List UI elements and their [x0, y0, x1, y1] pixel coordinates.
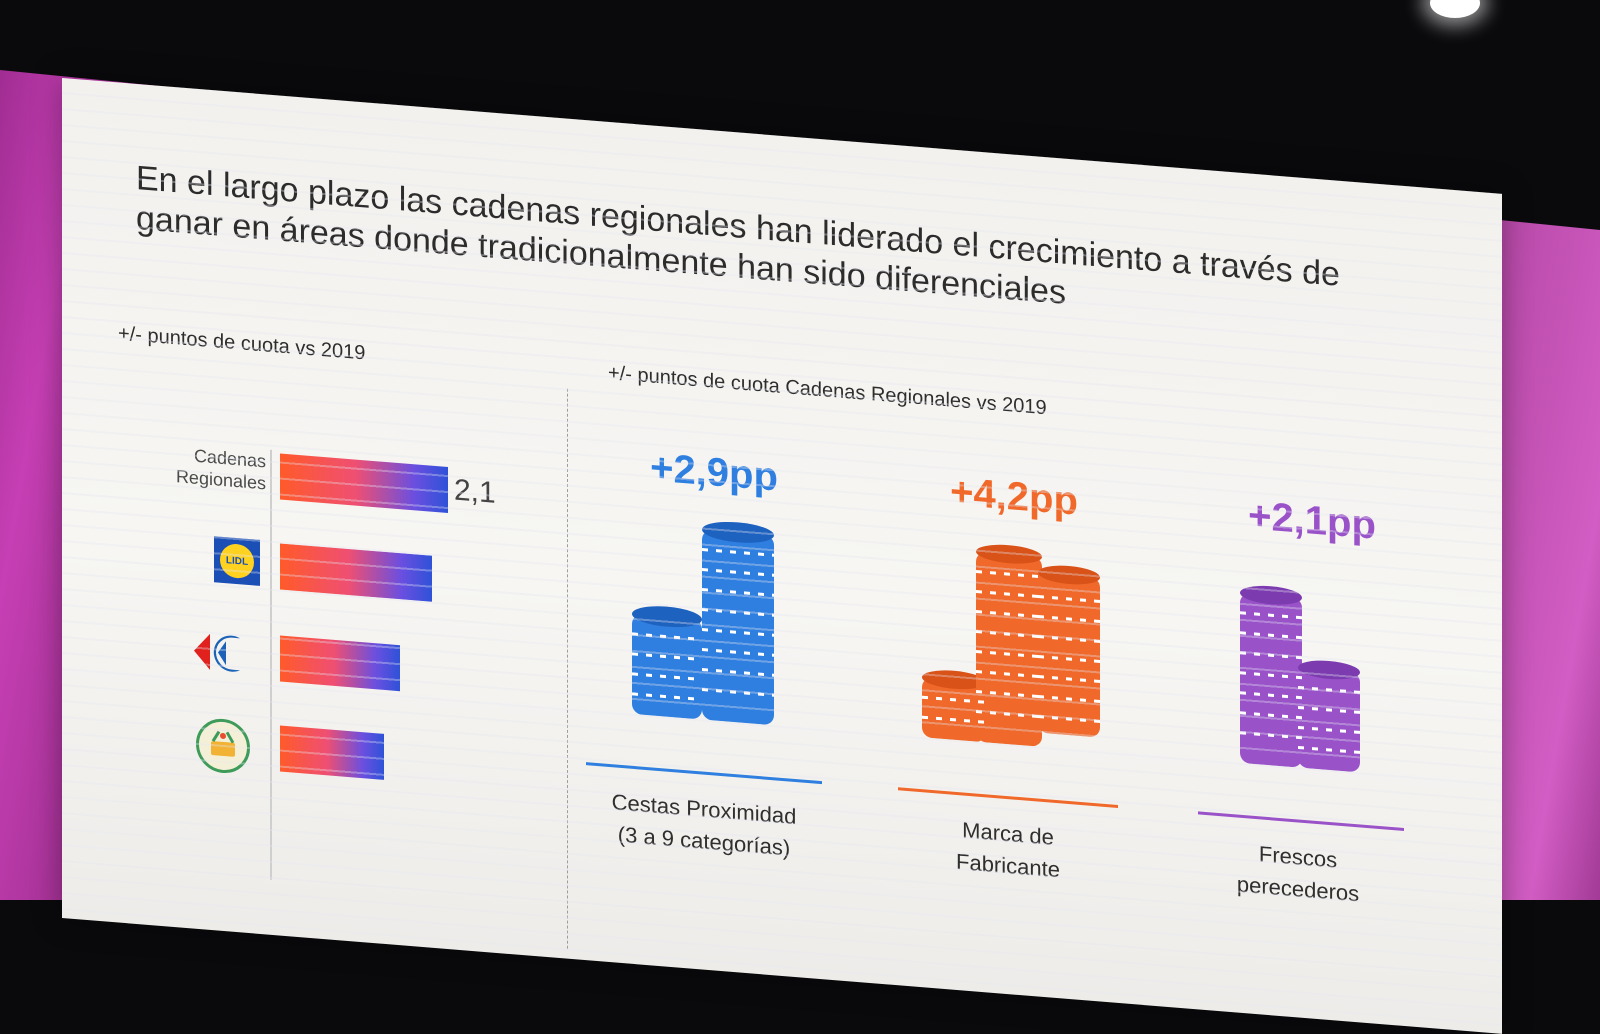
chip-stack-orange — [922, 544, 1100, 747]
bar-chart-axis — [270, 449, 272, 880]
chip-stack-blue — [632, 521, 774, 725]
bar-carrefour — [280, 635, 400, 692]
stage-light — [1430, 0, 1480, 18]
bar-cadenas-regionales — [280, 453, 448, 514]
chip-stack-purple — [1240, 585, 1360, 772]
category-label-frescos: Frescos perecederos — [1168, 831, 1428, 916]
right-panel-label: +/- puntos de cuota Cadenas Regionales v… — [608, 361, 1047, 420]
bar-basket — [280, 725, 384, 780]
bar-value-cadenas-regionales: 2,1 — [454, 473, 496, 510]
lidl-logo-icon: LIDL — [214, 536, 260, 586]
category-value-cestas: +2,9pp — [650, 445, 778, 500]
panel-divider — [567, 388, 568, 949]
category-label-marca: Marca de Fabricante — [878, 808, 1138, 893]
bar-label-cadenas-regionales: Cadenas Regionales — [175, 445, 266, 494]
bar-lidl — [280, 543, 432, 602]
lidl-logo-text: LIDL — [225, 554, 249, 568]
category-line-marca — [898, 787, 1118, 808]
category-value-frescos: +2,1pp — [1248, 493, 1376, 548]
category-label-cestas: Cestas Proximidad (3 a 9 categorías) — [574, 783, 834, 868]
slide-title: En el largo plazo las cadenas regionales… — [136, 158, 1340, 312]
category-value-marca: +4,2pp — [950, 469, 1078, 524]
left-panel-label: +/- puntos de cuota vs 2019 — [118, 322, 366, 365]
category-line-cestas — [586, 762, 822, 785]
presentation-slide: En el largo plazo las cadenas regionales… — [62, 78, 1502, 1034]
basket-logo-icon — [196, 716, 250, 776]
carrefour-logo-icon — [192, 628, 256, 682]
category-line-frescos — [1198, 811, 1404, 831]
